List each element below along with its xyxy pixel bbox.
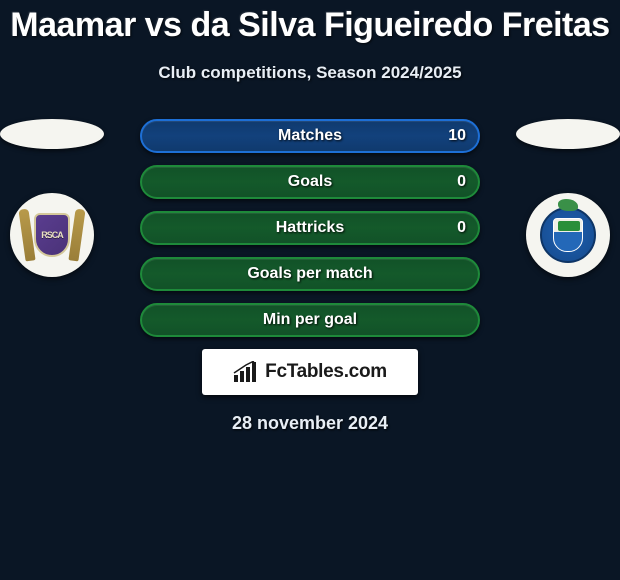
chart-bars-icon	[233, 361, 259, 383]
stat-label: Min per goal	[263, 311, 357, 329]
stat-row: Min per goal	[140, 303, 480, 337]
branding-text: FcTables.com	[265, 361, 387, 383]
stat-label: Hattricks	[276, 219, 344, 237]
anderlecht-badge: RSCA	[10, 193, 94, 277]
left-club-column: RSCA	[0, 119, 104, 277]
right-club-column	[516, 119, 620, 277]
stat-label: Goals	[288, 173, 332, 191]
stat-row: Hattricks 0	[140, 211, 480, 245]
anderlecht-letters: RSCA	[41, 230, 63, 240]
branding-box: FcTables.com	[202, 349, 418, 395]
porto-badge	[526, 193, 610, 277]
left-flag-oval	[0, 119, 104, 149]
stat-right-value: 10	[448, 127, 466, 145]
left-club-badge: RSCA	[2, 193, 102, 277]
wheat-right-icon	[68, 209, 85, 262]
subtitle: Club competitions, Season 2024/2025	[0, 63, 620, 83]
porto-dragon-icon	[558, 199, 578, 211]
right-club-badge	[518, 193, 618, 277]
page-title: Maamar vs da Silva Figueiredo Freitas	[0, 6, 620, 45]
date-text: 28 november 2024	[0, 413, 620, 434]
stat-row: Goals per match	[140, 257, 480, 291]
anderlecht-shield-icon: RSCA	[34, 213, 70, 257]
stat-row: Matches 10	[140, 119, 480, 153]
stat-right-value: 0	[457, 173, 466, 191]
porto-circle-icon	[540, 207, 596, 263]
stat-row: Goals 0	[140, 165, 480, 199]
right-flag-oval	[516, 119, 620, 149]
stat-label: Matches	[278, 127, 342, 145]
stat-label: Goals per match	[247, 265, 372, 283]
main-area: RSCA Matches10Goals0Hattricks0Goals per	[0, 119, 620, 337]
stat-rows: Matches 10 Goals 0 Hattricks 0 Goals per match…	[140, 119, 480, 337]
stat-right-value: 0	[457, 219, 466, 237]
porto-shield-icon	[553, 218, 583, 252]
comparison-card: Maamar vs da Silva Figueiredo Freitas Cl…	[0, 0, 620, 434]
wheat-left-icon	[18, 209, 35, 262]
